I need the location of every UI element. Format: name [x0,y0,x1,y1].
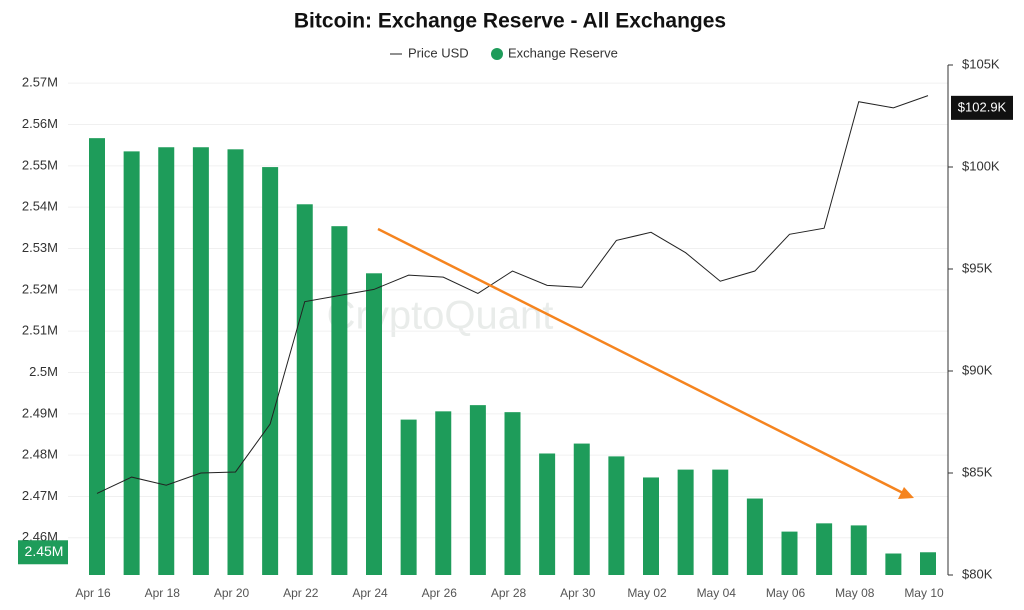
x-tick-label: May 06 [766,586,806,600]
legend-label: Price USD [408,45,469,60]
x-tick-label: May 08 [835,586,875,600]
y-tick-label: 2.57M [22,75,58,90]
bar [469,405,486,575]
x-tick-label: Apr 22 [283,586,319,600]
bar [643,477,659,575]
x-tick-label: Apr 24 [352,586,388,600]
trend-arrow [377,227,906,496]
bar [573,443,590,575]
bar [850,525,867,575]
bar [746,498,763,575]
x-tick-label: Apr 30 [560,586,596,600]
bar [296,204,313,576]
bar [781,531,798,575]
y-tick-label: 2.53M [22,240,58,255]
y2-tick-label: $85K [962,464,993,479]
y2-tick-label: $95K [962,260,993,275]
y-tick-label: 2.54M [22,199,58,214]
bar [89,138,105,575]
y-tick-label: 2.55M [22,157,58,172]
bar [608,456,625,575]
bar [504,412,521,575]
trend-arrow-head [898,487,914,499]
x-tick-label: Apr 18 [145,586,181,600]
y-tick-label: 2.5M [29,364,58,379]
chart-title: Bitcoin: Exchange Reserve - All Exchange… [294,10,726,33]
bar [677,469,694,575]
legend-dot-swatch [491,48,503,60]
bar [123,151,140,576]
bar [816,523,833,575]
bar [192,147,209,575]
current-price-label: $102.9K [958,99,1007,114]
y-tick-label: 2.52M [22,281,58,296]
bar [158,147,175,575]
y2-tick-label: $80K [962,566,993,581]
bar [435,411,452,575]
x-tick-label: Apr 16 [75,586,111,600]
bar [227,149,244,575]
current-reserve-label: 2.45M [25,543,64,559]
y2-tick-label: $90K [962,362,993,377]
bar [885,553,902,575]
bar [920,552,936,575]
x-tick-label: Apr 20 [214,586,250,600]
y-tick-label: 2.47M [22,488,58,503]
x-tick-label: Apr 26 [422,586,458,600]
x-tick-label: May 02 [627,586,667,600]
price-line [96,95,929,494]
y2-tick-label: $105K [962,56,1000,71]
x-tick-label: Apr 28 [491,586,527,600]
legend-label: Exchange Reserve [508,45,618,60]
y-tick-label: 2.49M [22,405,58,420]
x-tick-label: May 10 [904,586,944,600]
y-tick-label: 2.56M [22,116,58,131]
current-reserve-box [18,540,68,565]
bar [366,273,382,575]
bar [262,167,279,576]
y-tick-label: 2.51M [22,323,58,338]
current-price-box [951,95,1013,120]
bar [331,226,348,575]
x-tick-label: May 04 [697,586,737,600]
bar [400,419,417,575]
bar [712,469,729,575]
watermark: CryptoQuant [327,294,554,338]
y2-tick-label: $100K [962,158,1000,173]
y-tick-label: 2.48M [22,447,58,462]
bar [539,453,556,575]
